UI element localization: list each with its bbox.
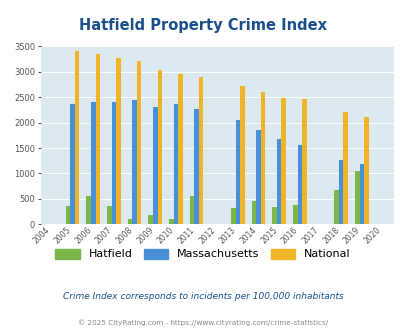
Bar bbox=[354, 171, 359, 224]
Bar bbox=[333, 190, 338, 224]
Bar bbox=[107, 206, 111, 224]
Bar bbox=[338, 160, 343, 224]
Bar bbox=[189, 196, 194, 224]
Bar bbox=[91, 102, 95, 224]
Bar bbox=[111, 102, 116, 224]
Bar bbox=[256, 130, 260, 224]
Bar bbox=[260, 92, 265, 224]
Bar bbox=[132, 100, 136, 224]
Bar bbox=[95, 54, 100, 224]
Legend: Hatfield, Massachusetts, National: Hatfield, Massachusetts, National bbox=[55, 249, 350, 259]
Bar bbox=[173, 104, 178, 224]
Bar bbox=[198, 77, 203, 224]
Bar bbox=[235, 120, 239, 224]
Text: Hatfield Property Crime Index: Hatfield Property Crime Index bbox=[79, 18, 326, 33]
Bar bbox=[157, 70, 162, 224]
Bar bbox=[281, 98, 285, 224]
Bar bbox=[75, 51, 79, 224]
Bar bbox=[128, 219, 132, 224]
Bar bbox=[178, 74, 182, 224]
Bar bbox=[230, 208, 235, 224]
Bar bbox=[168, 219, 173, 224]
Text: © 2025 CityRating.com - https://www.cityrating.com/crime-statistics/: © 2025 CityRating.com - https://www.city… bbox=[78, 319, 327, 326]
Bar bbox=[276, 139, 281, 224]
Bar bbox=[297, 146, 301, 224]
Text: Crime Index corresponds to incidents per 100,000 inhabitants: Crime Index corresponds to incidents per… bbox=[62, 292, 343, 301]
Bar bbox=[86, 196, 91, 224]
Bar bbox=[292, 205, 297, 224]
Bar bbox=[70, 104, 75, 224]
Bar bbox=[148, 215, 153, 224]
Bar bbox=[194, 109, 198, 224]
Bar bbox=[66, 206, 70, 224]
Bar bbox=[136, 61, 141, 224]
Bar bbox=[251, 202, 256, 224]
Bar bbox=[363, 117, 368, 224]
Bar bbox=[301, 99, 306, 224]
Bar bbox=[272, 207, 276, 224]
Bar bbox=[116, 58, 120, 224]
Bar bbox=[153, 107, 157, 224]
Bar bbox=[343, 113, 347, 224]
Bar bbox=[239, 86, 244, 224]
Bar bbox=[359, 164, 363, 224]
